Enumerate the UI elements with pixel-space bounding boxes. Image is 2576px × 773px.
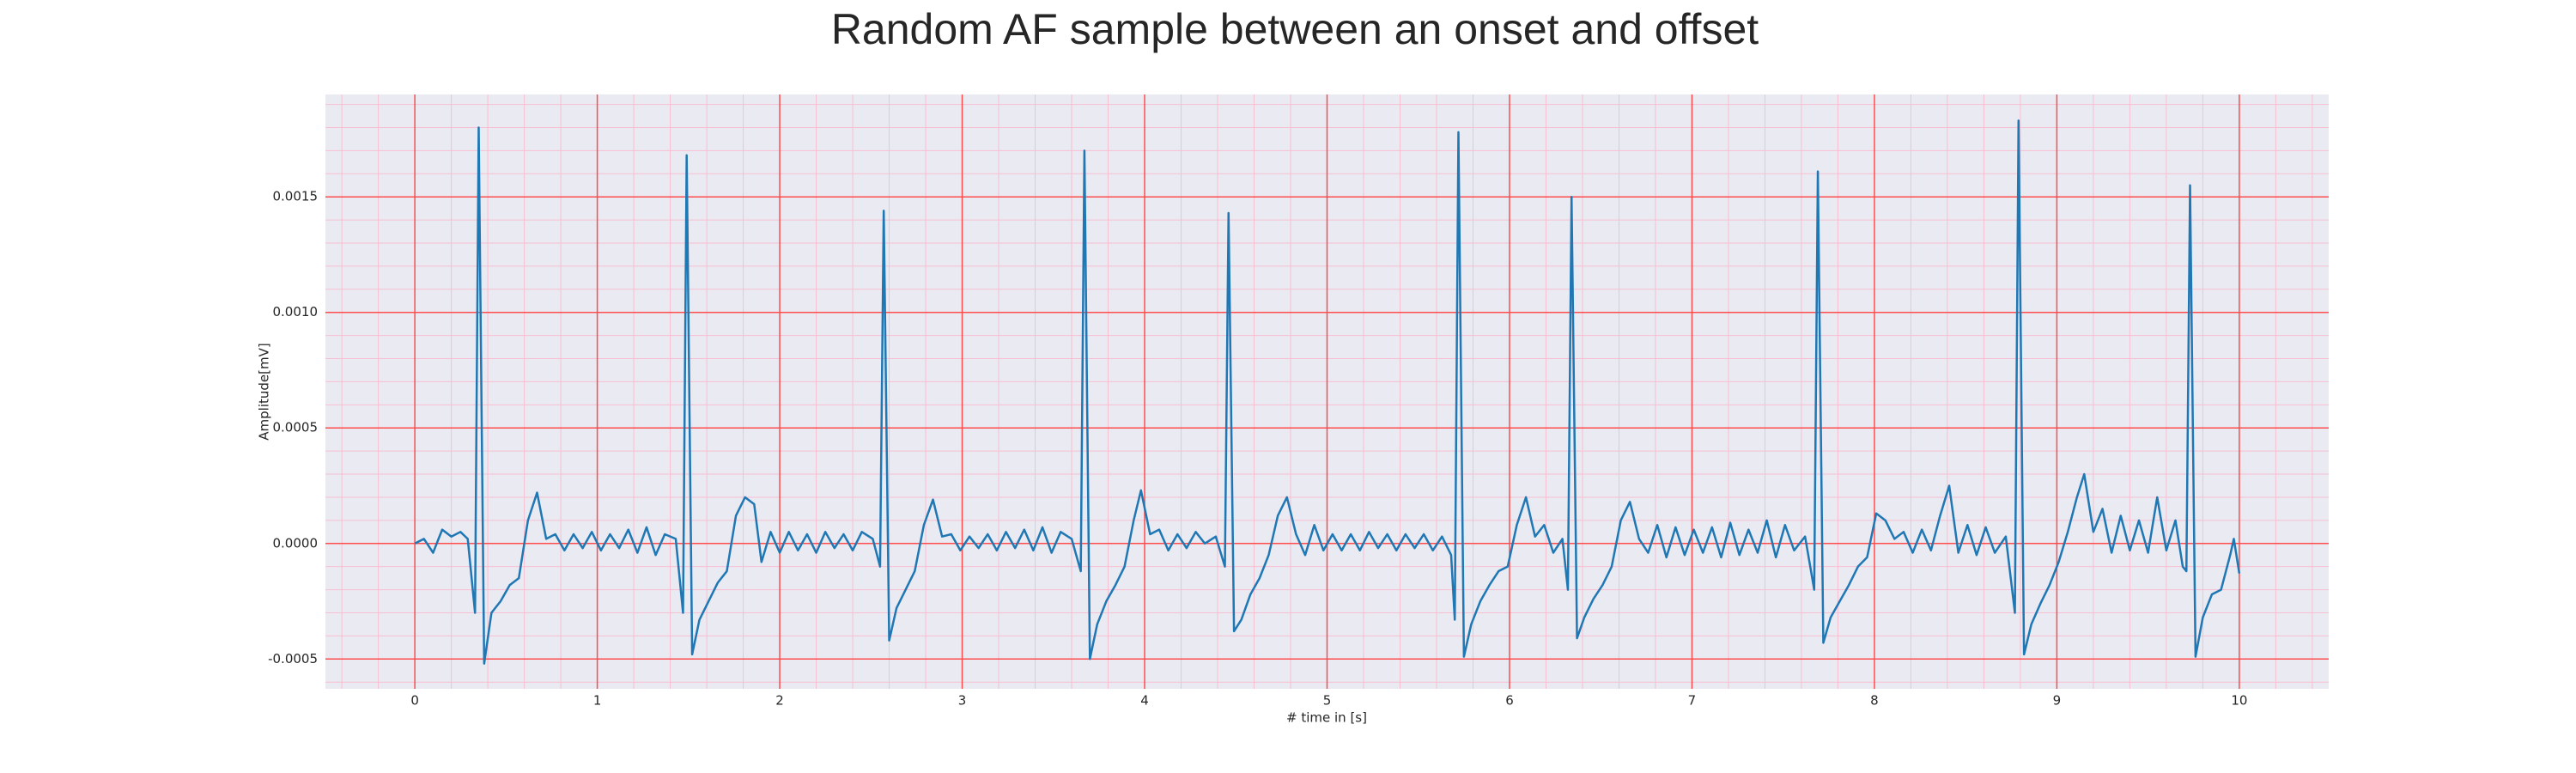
y-tick-label: -0.0005 xyxy=(268,651,318,666)
y-tick-label: 0.0010 xyxy=(273,304,319,320)
x-tick-label: 1 xyxy=(593,693,602,709)
x-axis-label: # time in [s] xyxy=(1286,710,1367,726)
x-tick-label: 8 xyxy=(1870,693,1879,709)
x-tick-label: 4 xyxy=(1140,693,1149,709)
x-tick-label: 9 xyxy=(2053,693,2062,709)
y-tick-label: 0.0015 xyxy=(273,189,319,204)
x-tick-label: 7 xyxy=(1688,693,1697,709)
y-tick-label: 0.0000 xyxy=(273,535,319,551)
x-tick-label: 3 xyxy=(958,693,967,709)
x-tick-label: 2 xyxy=(775,693,784,709)
x-tick-label: 6 xyxy=(1505,693,1514,709)
chart-title: Random AF sample between an onset and of… xyxy=(831,5,1759,53)
x-tick-label: 5 xyxy=(1323,693,1332,709)
y-axis-label: Amplitude[mV] xyxy=(257,343,272,440)
x-tick-label: 0 xyxy=(410,693,419,709)
y-tick-label: 0.0005 xyxy=(273,420,319,435)
data-line xyxy=(414,119,2241,665)
x-tick-label: 10 xyxy=(2231,693,2247,709)
